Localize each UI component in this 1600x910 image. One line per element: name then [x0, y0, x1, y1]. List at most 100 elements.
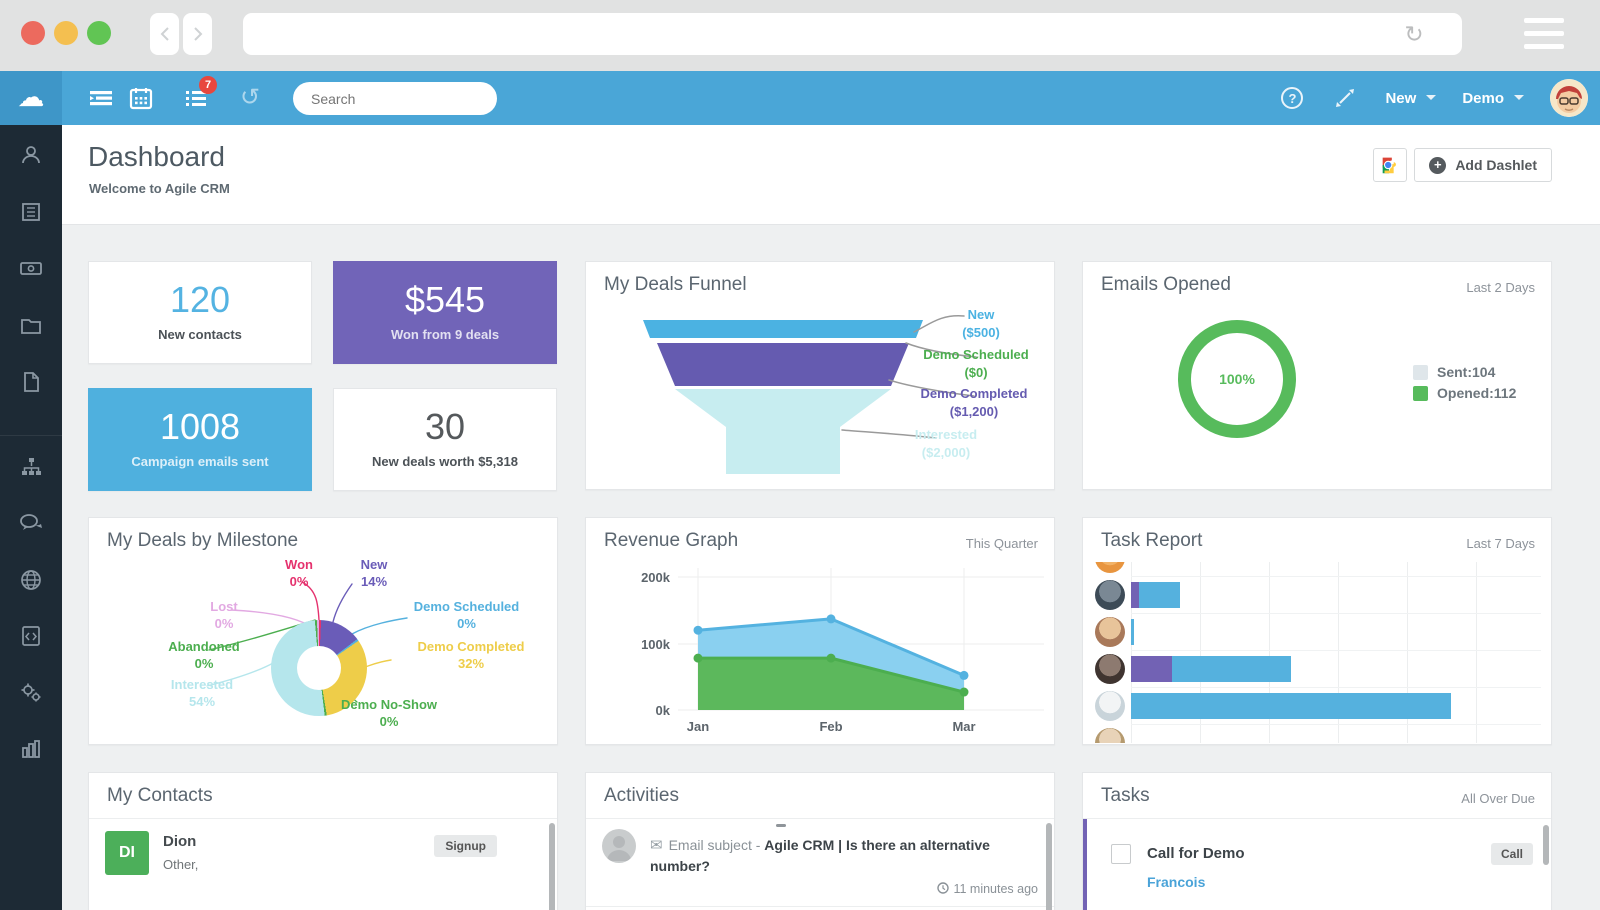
avatar-illustration [1550, 79, 1588, 117]
milestone-label-abandoned: Abandoned 0% [168, 639, 240, 671]
task-report-range-filter[interactable]: Last 7 Days [1466, 536, 1535, 551]
activities-scrollbar[interactable] [1046, 823, 1052, 910]
chevron-down-icon [1426, 95, 1437, 100]
stat-won-deals: $545 Won from 9 deals [333, 261, 557, 364]
account-menu[interactable]: Demo [1462, 89, 1504, 107]
emails-range-filter[interactable]: Last 2 Days [1466, 280, 1535, 295]
milestone-label-lost: Lost 0% [210, 599, 238, 631]
web-globe-icon[interactable] [19, 568, 43, 592]
campaigns-icon[interactable] [19, 455, 43, 479]
task-contact-link[interactable]: Francois [1147, 874, 1206, 890]
minimize-window-button[interactable] [54, 21, 78, 45]
milestone-label-demo-scheduled: Demo Scheduled 0% [413, 599, 520, 631]
task-report-bars [1131, 651, 1541, 688]
stat-new-deals: 30 New deals worth $5,318 [333, 388, 557, 491]
help-icon[interactable]: ? [1281, 87, 1304, 109]
plus-icon: + [1429, 156, 1447, 174]
funnel-label-interested: Interested ($2,000) [914, 427, 978, 460]
contact-row[interactable]: DI Dion Other, Signup [89, 819, 557, 886]
chevron-left-icon [160, 27, 169, 41]
sidebar-toggle-icon[interactable] [88, 86, 112, 110]
settings-gears-icon[interactable] [19, 680, 43, 704]
back-button[interactable] [150, 13, 179, 55]
task-report-bars [1131, 562, 1541, 577]
task-report-row [1095, 562, 1541, 577]
main-area: Dashboard Welcome to Agile CRM + Add Das… [62, 125, 1600, 910]
revenue-range-filter[interactable]: This Quarter [965, 536, 1038, 551]
task-item[interactable]: Call for Demo Francois Call [1083, 819, 1551, 890]
dashlet-title: My Contacts [107, 785, 213, 806]
deals-funnel-dashlet: My Deals Funnel New ($500) Demo Schedule… [585, 261, 1055, 490]
url-bar[interactable] [243, 13, 1462, 55]
sidebar-divider [0, 435, 62, 436]
forms-icon[interactable] [19, 624, 43, 648]
contact-subtitle: Other, [163, 857, 199, 872]
maximize-window-button[interactable] [87, 21, 111, 45]
task-report-bars [1131, 614, 1541, 651]
conversations-icon[interactable] [19, 511, 43, 535]
close-window-button[interactable] [21, 21, 45, 45]
add-dashlet-button[interactable]: + Add Dashlet [1414, 148, 1552, 182]
activity-timestamp: 11 minutes ago [650, 882, 1038, 896]
my-contacts-dashlet: My Contacts DI Dion Other, Signup [88, 772, 558, 910]
stat-label: Campaign emails sent [131, 454, 269, 469]
activity-subject: Agile CRM | Is there an alternative numb… [650, 837, 990, 874]
cloud-icon: ☁ [17, 82, 45, 112]
task-title: Call for Demo [1147, 845, 1245, 862]
contacts-icon[interactable] [19, 143, 43, 167]
task-report-avatar [1095, 728, 1125, 743]
task-report-bar-chart [1095, 562, 1541, 743]
tasks-dashlet: Tasks All Over Due Call for Demo Francoi… [1082, 772, 1552, 910]
legend-swatch [1413, 364, 1428, 380]
svg-text:200k: 200k [641, 570, 671, 585]
funnel-label-demo-scheduled: Demo Scheduled ($0) [923, 347, 1029, 380]
dashlet-title: My Deals Funnel [604, 274, 747, 295]
new-menu[interactable]: New [1385, 89, 1417, 107]
companies-icon[interactable] [19, 200, 43, 224]
reports-icon[interactable] [19, 737, 43, 761]
chrome-extension-button[interactable] [1373, 148, 1408, 182]
left-sidebar [0, 125, 62, 910]
forward-button[interactable] [183, 13, 212, 55]
app-topbar: ☁ 7 ↺ ? New Demo [0, 71, 1600, 125]
chevron-down-icon [1514, 95, 1524, 100]
tasks-filter[interactable]: All Over Due [1461, 791, 1535, 806]
milestone-label-demo-no-show: Demo No-Show 0% [340, 697, 438, 729]
ring-center-label: 100% [1219, 371, 1255, 387]
calendar-icon[interactable] [129, 86, 153, 110]
revenue-area-chart: 200k 100k 0k Jan Feb Mar [641, 568, 1044, 734]
user-avatar[interactable] [1550, 79, 1588, 117]
task-report-row [1095, 614, 1541, 651]
page-title: Dashboard [88, 141, 225, 172]
stat-label: Won from 9 deals [390, 327, 500, 342]
task-report-bars [1131, 688, 1541, 725]
activity-item[interactable]: ✉ Email subject - Agile CRM | Is there an… [586, 819, 1054, 907]
global-search[interactable] [293, 82, 497, 115]
svg-text:Mar: Mar [952, 719, 975, 734]
notification-badge[interactable]: 7 [199, 76, 217, 94]
documents-icon[interactable] [19, 313, 43, 337]
deals-icon[interactable] [19, 256, 43, 280]
history-icon[interactable]: ↺ [239, 84, 261, 111]
stat-new-contacts: 120 New contacts [88, 261, 312, 364]
contacts-scrollbar[interactable] [549, 823, 555, 910]
task-report-avatar [1095, 580, 1125, 610]
search-input[interactable] [311, 90, 492, 107]
dashlet-title: Task Report [1101, 530, 1203, 551]
add-dashlet-label: Add Dashlet [1455, 157, 1537, 173]
emails-opened-dashlet: Emails Opened Last 2 Days 100% Sent:104 … [1082, 261, 1552, 490]
hamburger-menu-icon[interactable] [1524, 18, 1564, 54]
activity-prefix: Email subject - [668, 837, 765, 853]
stat-label: New contacts [158, 327, 242, 342]
task-type-tag: Call [1490, 843, 1533, 865]
envelope-icon: ✉ [650, 837, 663, 854]
tasks-scrollbar[interactable] [1543, 825, 1549, 865]
expand-icon[interactable] [1335, 88, 1355, 108]
stat-value: 120 [169, 279, 231, 320]
tasks-list-icon[interactable] [184, 86, 208, 110]
reload-icon[interactable]: ↻ [1404, 21, 1424, 47]
task-checkbox[interactable] [1111, 844, 1131, 864]
agile-crm-logo[interactable]: ☁ [0, 71, 62, 125]
notes-icon[interactable] [19, 370, 43, 394]
task-report-row [1095, 688, 1541, 725]
